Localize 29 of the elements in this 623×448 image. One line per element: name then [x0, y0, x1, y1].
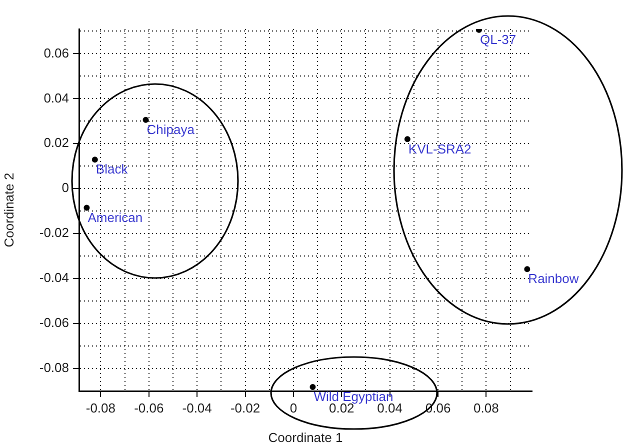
- y-tick-label: -0.04: [39, 270, 69, 286]
- y-axis-title: Coordinate 2: [1, 172, 16, 248]
- point: [310, 384, 316, 390]
- data-label: Black: [96, 162, 128, 177]
- point: [84, 204, 90, 211]
- y-tick-label: 0.06: [44, 45, 69, 60]
- data-label: American: [88, 210, 143, 225]
- y-tick-label: -0.02: [39, 225, 69, 240]
- x-tick-label: 0.08: [474, 400, 499, 416]
- point: [142, 116, 149, 123]
- data-label: QL-37: [480, 32, 516, 47]
- point: [92, 156, 98, 163]
- x-tick-label: -0.08: [86, 400, 116, 416]
- x-tick-label: 0: [290, 400, 298, 416]
- x-tick-label: -0.06: [134, 400, 164, 416]
- y-tick-label: 0.04: [44, 90, 69, 106]
- y-tick-label: -0.06: [39, 315, 69, 330]
- data-label: KVL-SRA2: [408, 141, 472, 156]
- x-axis-title: Coordinate 1: [268, 430, 343, 445]
- x-tick-label: -0.04: [182, 400, 212, 416]
- data-label: Rainbow: [528, 271, 580, 286]
- point: [524, 266, 530, 272]
- x-tick-label: 0.04: [377, 400, 402, 416]
- x-tick-label: -0.02: [230, 400, 260, 416]
- y-tick-label: 0: [62, 180, 69, 196]
- y-tick-label: 0.02: [44, 135, 69, 150]
- y-tick-label: -0.08: [39, 360, 69, 376]
- point: [404, 136, 410, 142]
- data-label: Chipaya: [146, 122, 196, 137]
